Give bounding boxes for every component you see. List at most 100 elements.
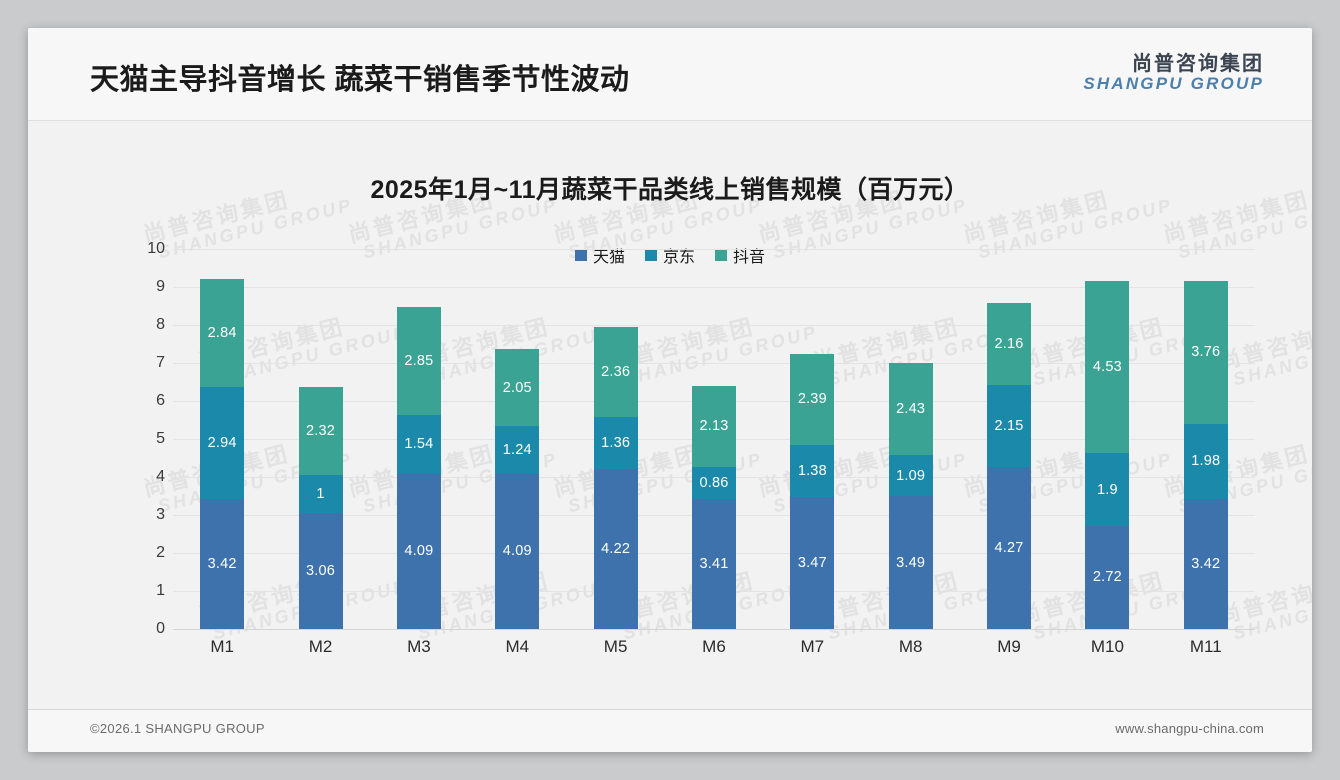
bar-value-label: 4.53 — [1092, 359, 1122, 376]
chart-title: 2025年1月~11月蔬菜干品类线上销售规模（百万元） — [370, 176, 970, 204]
bar-segment-京东[interactable]: 1 — [298, 474, 343, 513]
bar-group-M10[interactable]: 4.53 1.9 2.72 — [1085, 249, 1130, 629]
bar-value-label: 2.85 — [404, 352, 434, 369]
legend-item-抖音[interactable]: 抖音 — [715, 243, 765, 267]
bar-value-label: 3.49 — [896, 554, 926, 571]
bar-segment-天猫[interactable]: 4.09 — [396, 473, 441, 629]
bar-segment-京东[interactable]: 1.54 — [396, 415, 441, 474]
bar-segment-抖音[interactable]: 2.84 — [200, 279, 245, 388]
y-axis-tick-label: 1 — [156, 582, 165, 599]
legend-swatch-icon — [715, 249, 727, 261]
bar-segment-京东[interactable]: 1.09 — [888, 454, 933, 497]
y-axis-tick-label: 2 — [156, 544, 165, 561]
bar-value-label: 1.54 — [404, 436, 434, 453]
x-axis-tick-label: M9 — [997, 637, 1021, 656]
bar-group-M7[interactable]: 2.39 1.38 3.47 — [790, 249, 835, 629]
bar-group-M2[interactable]: 2.32 1 3.06 — [298, 249, 343, 629]
bar-value-label: 1.38 — [797, 462, 827, 479]
bar-segment-抖音[interactable]: 2.13 — [691, 385, 736, 467]
bar-segment-抖音[interactable]: 2.43 — [888, 362, 933, 455]
bar-value-label: 3.42 — [1191, 556, 1221, 573]
bar-segment-抖音[interactable]: 4.53 — [1085, 281, 1130, 454]
footer-website[interactable]: www.shangpu-china.com — [1115, 721, 1264, 736]
legend-swatch-icon — [574, 249, 587, 261]
bar-segment-天猫[interactable]: 2.72 — [1085, 525, 1130, 629]
bar-value-label: 2.16 — [994, 336, 1024, 353]
gridline — [173, 249, 1255, 250]
bar-segment-京东[interactable]: 0.86 — [691, 466, 736, 500]
x-axis-tick-label: M10 — [1090, 637, 1124, 656]
slide-canvas: 天猫主导抖音增长 蔬菜干销售季节性波动 尚普咨询集团 SHANGPU GROUP… — [28, 28, 1312, 752]
y-axis-tick-label: 4 — [156, 468, 165, 485]
bar-value-label: 1.98 — [1191, 453, 1221, 470]
x-axis-tick-label: M2 — [308, 637, 333, 656]
bar-group-M9[interactable]: 2.16 2.15 4.27 — [987, 249, 1032, 629]
bar-segment-天猫[interactable]: 3.06 — [298, 512, 343, 629]
bar-value-label: 3.47 — [797, 555, 827, 572]
gridline — [173, 325, 1255, 326]
bar-value-label: 4.27 — [994, 539, 1024, 556]
bar-segment-京东[interactable]: 1.36 — [593, 416, 638, 469]
bar-series-group: 2.84 2.94 3.42 2.32 1 3.06 2.85 1.54 4.09 2.05 1.2… — [173, 249, 1255, 629]
bar-segment-京东[interactable]: 2.94 — [200, 387, 245, 500]
bar-group-M3[interactable]: 2.85 1.54 4.09 — [396, 249, 441, 629]
bar-segment-天猫[interactable]: 4.22 — [593, 468, 638, 629]
y-axis-tick-label: 3 — [156, 506, 165, 523]
x-axis-tick-label: M8 — [898, 637, 923, 656]
y-axis-tick-label: 9 — [156, 278, 165, 295]
bar-segment-京东[interactable]: 1.38 — [790, 444, 835, 498]
bar-segment-天猫[interactable]: 3.47 — [790, 497, 835, 629]
bar-segment-抖音[interactable]: 2.36 — [593, 327, 638, 417]
bar-segment-京东[interactable]: 2.15 — [987, 385, 1032, 467]
x-axis-labels: M1 M2 M3 M4 M5 M6 M7 M8 M9 M10 M11 — [173, 637, 1255, 665]
bar-segment-天猫[interactable]: 4.27 — [987, 466, 1032, 629]
legend-item-京东[interactable]: 京东 — [644, 243, 695, 267]
x-axis-tick-label: M11 — [1189, 637, 1222, 656]
legend-swatch-icon — [644, 249, 657, 261]
bar-value-label: 1.09 — [896, 467, 926, 484]
bar-segment-天猫[interactable]: 3.49 — [888, 496, 933, 629]
x-axis-tick-label: M1 — [210, 637, 234, 656]
bar-group-M8[interactable]: 2.43 1.09 3.49 — [888, 249, 933, 629]
bar-value-label: 2.32 — [306, 422, 336, 439]
bar-segment-抖音[interactable]: 2.39 — [790, 353, 835, 445]
legend-label: 天猫 — [592, 249, 625, 266]
bar-segment-京东[interactable]: 1.9 — [1085, 453, 1130, 526]
bar-segment-抖音[interactable]: 2.16 — [987, 302, 1032, 386]
y-axis-tick-label: 8 — [156, 316, 165, 333]
bar-value-label: 1.36 — [601, 434, 631, 451]
brand-logo: 尚普咨询集团 SHANGPU GROUP — [1083, 54, 1264, 93]
bar-segment-抖音[interactable]: 2.32 — [298, 386, 343, 475]
legend-item-天猫[interactable]: 天猫 — [574, 243, 625, 267]
bar-segment-天猫[interactable]: 3.42 — [200, 499, 245, 629]
bar-group-M1[interactable]: 2.84 2.94 3.42 — [200, 249, 245, 629]
x-axis-tick-label: M3 — [407, 637, 431, 656]
bar-value-label: 1.9 — [1097, 481, 1118, 498]
gridline — [173, 287, 1255, 288]
bar-group-M11[interactable]: 3.76 1.98 3.42 — [1183, 249, 1228, 629]
bar-segment-抖音[interactable]: 2.05 — [495, 348, 540, 427]
bar-segment-抖音[interactable]: 3.76 — [1183, 280, 1228, 424]
bar-segment-天猫[interactable]: 3.42 — [1183, 499, 1228, 629]
bar-segment-京东[interactable]: 1.24 — [495, 426, 540, 474]
bar-value-label: 2.94 — [207, 435, 237, 452]
bar-value-label: 3.06 — [306, 562, 336, 579]
bar-value-label: 2.84 — [207, 325, 237, 342]
footer-copyright: ©2026.1 SHANGPU GROUP — [90, 721, 265, 736]
bar-value-label: 3.76 — [1191, 344, 1221, 361]
bar-group-M4[interactable]: 2.05 1.24 4.09 — [495, 249, 540, 629]
bar-value-label: 0.86 — [699, 475, 729, 492]
bar-value-label: 2.72 — [1092, 569, 1122, 586]
bar-group-M5[interactable]: 2.36 1.36 4.22 — [593, 249, 638, 629]
bar-group-M6[interactable]: 2.13 0.86 3.41 — [691, 249, 736, 629]
bar-segment-京东[interactable]: 1.98 — [1183, 423, 1228, 500]
y-axis-tick-label: 7 — [156, 354, 165, 371]
bar-segment-天猫[interactable]: 4.09 — [495, 473, 540, 629]
y-axis-tick-label: 5 — [156, 430, 165, 447]
y-axis-tick-label: 6 — [156, 392, 165, 409]
bar-segment-抖音[interactable]: 2.85 — [396, 306, 441, 416]
bar-value-label: 1.24 — [502, 442, 532, 459]
legend-label: 抖音 — [733, 249, 766, 266]
bar-segment-天猫[interactable]: 3.41 — [691, 499, 736, 629]
slide-footer: ©2026.1 SHANGPU GROUP www.shangpu-china.… — [28, 710, 1312, 752]
